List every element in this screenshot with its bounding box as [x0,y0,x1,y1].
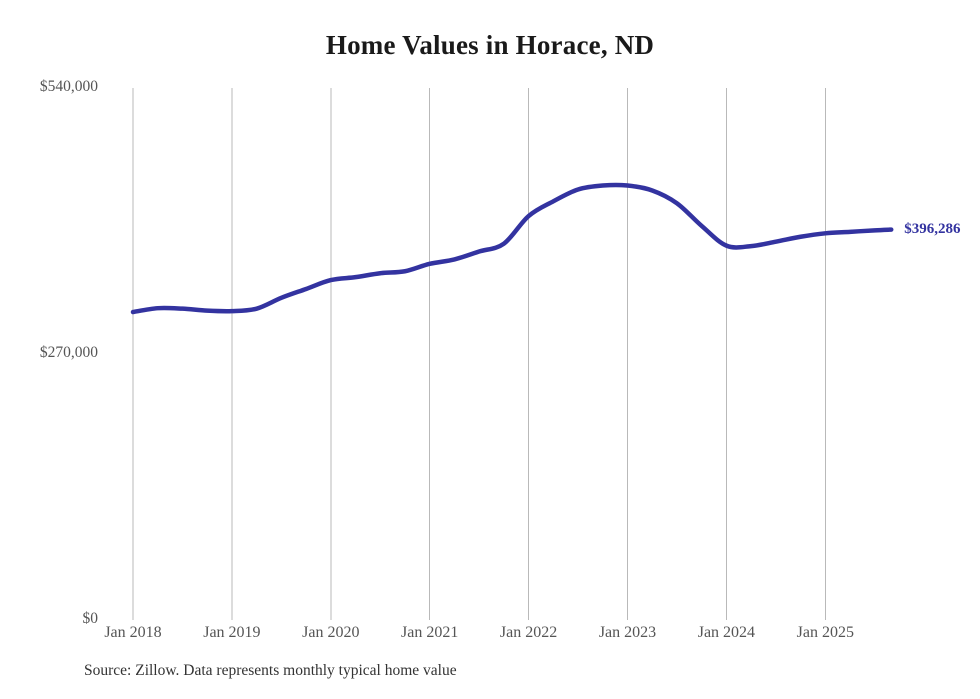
source-note: Source: Zillow. Data represents monthly … [84,662,457,679]
page-title: Home Values in Horace, ND [325,30,655,60]
y-tick-label-1: $270,000 [39,344,98,361]
series-line-typical-home-value [130,182,894,315]
x-tick-label-jan-2025: Jan 2025 [796,624,854,641]
end-value-label: $396,286 [904,220,961,237]
x-tick-label-jan-2020: Jan 2020 [302,624,360,641]
x-tick-label-jan-2019: Jan 2019 [203,624,261,641]
x-tick-label-jan-2023: Jan 2023 [598,624,657,641]
y-tick-label-2: $0 [82,610,99,627]
x-tick-label-jan-2021: Jan 2021 [401,624,459,641]
y-tick-label-0: $540,000 [39,78,98,95]
x-tick-label-jan-2024: Jan 2024 [697,624,756,641]
x-tick-label-jan-2022: Jan 2022 [499,624,558,641]
gridlines [132,88,826,620]
x-tick-label-jan-2018: Jan 2018 [104,624,162,641]
